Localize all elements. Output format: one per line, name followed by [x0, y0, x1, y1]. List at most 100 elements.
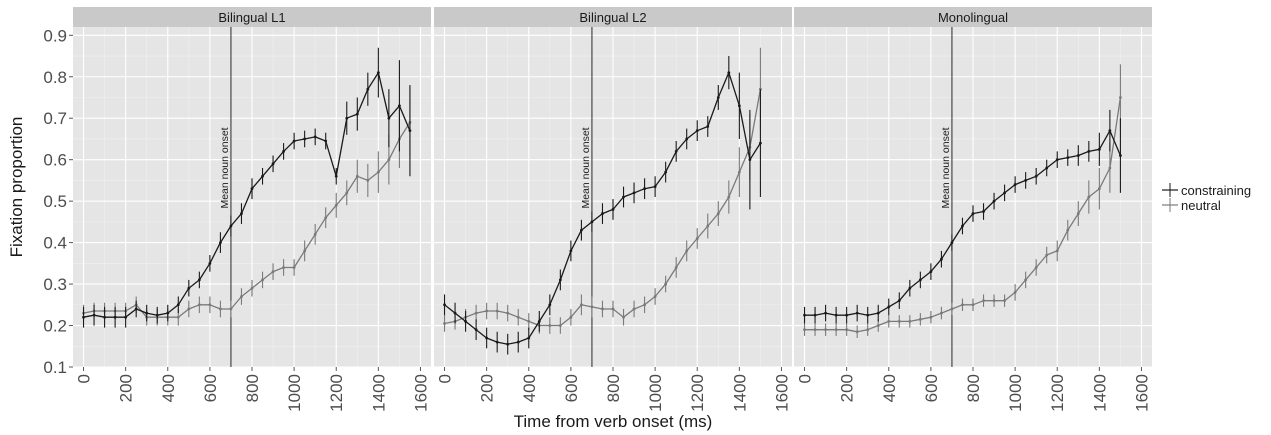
data-point — [929, 315, 933, 319]
data-point — [834, 328, 838, 332]
data-point — [706, 125, 710, 128]
x-tick-label: 1000 — [646, 374, 665, 412]
data-point — [103, 315, 106, 319]
data-point — [855, 330, 859, 334]
data-point — [1024, 278, 1028, 282]
data-point — [748, 158, 752, 162]
data-point — [716, 96, 720, 99]
data-point — [929, 270, 933, 274]
data-point — [653, 295, 657, 298]
data-point — [506, 311, 510, 315]
noun-onset-label: Mean noun onset — [940, 127, 952, 208]
x-tick-label: 400 — [159, 374, 178, 402]
data-point — [737, 104, 741, 108]
data-point — [622, 315, 625, 319]
data-point — [240, 212, 243, 215]
data-point — [495, 340, 499, 344]
y-tick-label: 0.1 — [43, 358, 67, 377]
data-point — [716, 212, 720, 215]
data-point — [197, 303, 201, 307]
data-point — [1097, 187, 1101, 191]
data-point — [303, 249, 307, 253]
x-tick-label: 1000 — [1006, 374, 1025, 412]
data-point — [1013, 183, 1017, 186]
data-point — [229, 307, 233, 311]
x-tick-label: 800 — [604, 374, 623, 402]
data-point — [292, 266, 296, 269]
data-point — [548, 303, 552, 307]
data-point — [485, 309, 489, 313]
data-point — [208, 303, 212, 307]
y-tick-label: 0.4 — [43, 234, 67, 253]
data-point — [1003, 191, 1006, 195]
data-point — [908, 319, 912, 323]
series-neutral — [443, 47, 762, 334]
data-point — [813, 313, 817, 317]
y-tick-label: 0.8 — [43, 68, 67, 87]
data-point — [1045, 253, 1049, 257]
data-point — [313, 135, 317, 139]
data-point — [653, 185, 657, 189]
data-point — [324, 216, 328, 220]
data-point — [485, 336, 489, 340]
data-point — [824, 311, 827, 315]
y-tick-label: 0.5 — [43, 192, 67, 211]
data-point — [443, 303, 446, 307]
data-point — [387, 116, 391, 120]
data-point — [803, 313, 806, 317]
data-point — [887, 305, 891, 309]
data-point — [727, 195, 731, 199]
data-point — [940, 311, 943, 315]
data-point — [622, 195, 625, 199]
data-point — [208, 261, 212, 265]
data-point — [992, 299, 996, 303]
data-point — [187, 286, 191, 290]
data-point — [376, 71, 380, 75]
data-point — [282, 266, 285, 269]
data-point — [187, 307, 191, 311]
data-point — [197, 278, 201, 282]
panel-title: Monolingual — [938, 10, 1008, 25]
data-point — [590, 220, 594, 224]
data-point — [443, 322, 446, 325]
data-point — [398, 104, 401, 108]
x-tick-label: 1400 — [1090, 374, 1109, 412]
data-point — [271, 270, 275, 274]
x-tick-label: 800 — [964, 374, 983, 402]
panel-0: Bilingual L1 0 200 400 600 800 1000 1200 1400 160… — [43, 7, 431, 412]
data-point — [250, 187, 254, 191]
x-tick-label: 200 — [117, 374, 136, 402]
data-point — [632, 307, 636, 311]
data-point — [92, 313, 96, 317]
panel-strip — [434, 7, 792, 27]
data-point — [1076, 154, 1080, 157]
data-point — [176, 315, 180, 319]
series-constraining — [443, 56, 762, 355]
data-point — [355, 112, 359, 116]
data-point — [313, 232, 317, 236]
data-point — [1087, 149, 1091, 153]
data-point — [866, 313, 870, 317]
data-point — [166, 311, 170, 315]
data-point — [1055, 158, 1059, 162]
data-point — [537, 319, 541, 323]
y-tick-label: 0.9 — [43, 26, 67, 45]
x-tick-label: 0 — [75, 374, 94, 383]
data-point — [887, 319, 891, 323]
data-point — [155, 313, 159, 317]
noun-onset-label: Mean noun onset — [580, 127, 592, 208]
data-point — [1003, 299, 1006, 303]
data-point — [292, 139, 296, 143]
data-point — [674, 149, 678, 153]
data-point — [961, 303, 964, 307]
panel-title: Bilingual L2 — [579, 10, 646, 25]
data-point — [1066, 228, 1070, 232]
data-point — [971, 303, 975, 307]
x-tick-label: 400 — [520, 374, 539, 402]
data-point — [674, 266, 678, 269]
data-point — [727, 71, 731, 75]
data-point — [334, 174, 338, 178]
data-point — [1013, 290, 1017, 294]
data-point — [1055, 249, 1059, 253]
data-point — [1045, 166, 1049, 170]
